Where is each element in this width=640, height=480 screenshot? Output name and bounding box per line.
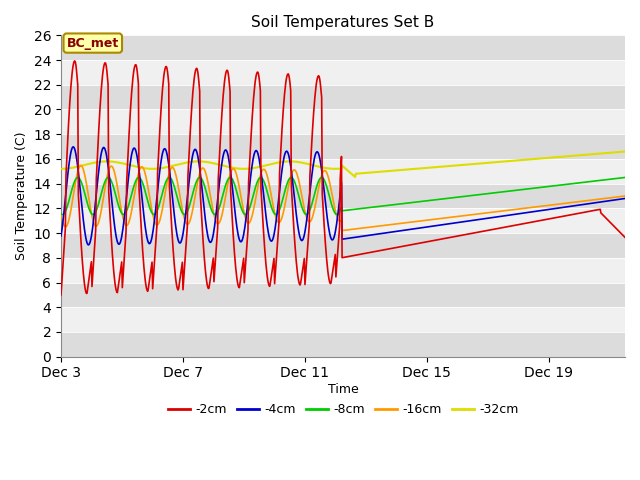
Bar	[61, 36, 625, 60]
Bar	[61, 85, 625, 109]
X-axis label: Time: Time	[328, 383, 358, 396]
Bar	[61, 307, 625, 332]
Bar	[61, 60, 625, 85]
Bar	[61, 233, 625, 258]
Bar	[61, 208, 625, 233]
Bar	[61, 184, 625, 208]
Bar	[61, 283, 625, 307]
Legend: -2cm, -4cm, -8cm, -16cm, -32cm: -2cm, -4cm, -8cm, -16cm, -32cm	[163, 398, 524, 421]
Bar	[61, 159, 625, 184]
Text: BC_met: BC_met	[67, 36, 119, 49]
Bar	[61, 332, 625, 357]
Title: Soil Temperatures Set B: Soil Temperatures Set B	[252, 15, 435, 30]
Bar	[61, 109, 625, 134]
Bar	[61, 134, 625, 159]
Y-axis label: Soil Temperature (C): Soil Temperature (C)	[15, 132, 28, 260]
Bar	[61, 258, 625, 283]
